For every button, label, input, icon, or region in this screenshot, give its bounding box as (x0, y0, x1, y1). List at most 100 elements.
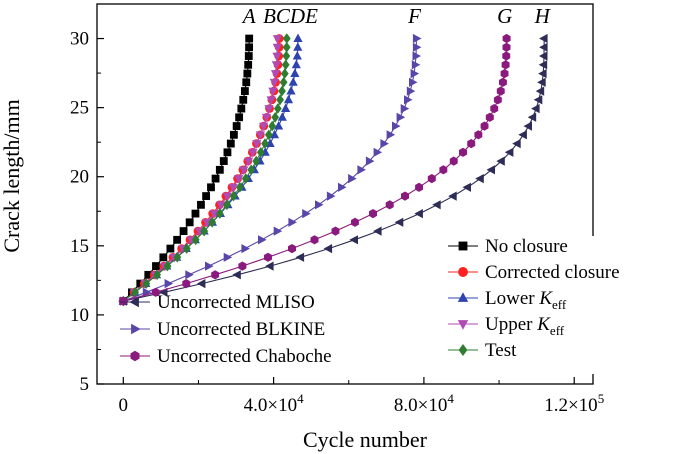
legend-entry: No closure (448, 236, 568, 257)
series-point (223, 199, 231, 211)
series-point (504, 147, 514, 157)
series-point (237, 104, 246, 113)
series-point (252, 140, 262, 149)
series-point (501, 60, 510, 70)
series-point (485, 112, 494, 122)
series-point (185, 218, 194, 227)
series-point (486, 165, 495, 175)
series-point (269, 129, 280, 139)
series-7 (119, 33, 511, 306)
y-tick-label: 5 (80, 374, 90, 395)
series-point (386, 130, 396, 140)
series-point (166, 244, 175, 253)
x-axis-ticks: 0 4.0×104 8.0×104 1.2×105 (119, 377, 604, 416)
series-point (291, 59, 301, 69)
series-point (152, 262, 160, 270)
series-point (255, 131, 265, 140)
series-point (247, 164, 256, 176)
series-point (295, 252, 305, 262)
series-point (415, 182, 423, 192)
series-4 (119, 33, 291, 307)
series-point (412, 42, 422, 52)
series-point (539, 51, 548, 61)
series-point (385, 200, 394, 210)
series-point (282, 33, 291, 44)
series-point (219, 157, 228, 165)
series-point (151, 287, 160, 297)
series-point (432, 200, 441, 210)
series-point (401, 191, 409, 201)
series-point (281, 103, 291, 112)
series-point (159, 253, 168, 262)
series-point (523, 121, 532, 131)
series-point (256, 147, 265, 158)
series-point (244, 60, 253, 69)
series-point (326, 191, 336, 201)
series-point (331, 226, 340, 236)
legend-marker (130, 350, 140, 362)
legend-label: Test (485, 340, 517, 361)
series-point (215, 165, 224, 174)
series-point (242, 78, 251, 87)
series-point (490, 104, 499, 114)
curve-letters: A BCDE F G H (241, 4, 552, 28)
series-point (261, 113, 272, 123)
y-tick-label: 20 (70, 167, 89, 188)
series-point (427, 174, 436, 184)
series-6 (119, 33, 422, 306)
series-point (215, 208, 224, 219)
series-point (211, 270, 220, 280)
legend-label: Lower Keff (485, 288, 567, 312)
series-point (271, 112, 280, 123)
legend-label: Uncorrected MLISO (157, 292, 315, 313)
series-point (351, 217, 359, 227)
series-point (538, 60, 548, 70)
series-point (406, 86, 416, 96)
series-point (459, 147, 467, 157)
series-point (173, 252, 182, 263)
series-point (412, 51, 421, 61)
y-tick-label: 30 (70, 29, 89, 50)
series-point (282, 50, 291, 62)
series-point (404, 95, 413, 105)
series-point (245, 43, 253, 52)
series-point (369, 209, 377, 219)
series-point (338, 182, 347, 192)
series-point (310, 235, 319, 245)
series-point (292, 51, 302, 60)
legend-entry: Upper Keff (448, 314, 565, 338)
series-point (293, 33, 303, 42)
series-point (288, 77, 298, 86)
y-axis-ticks: 5 10 15 20 25 30 (70, 3, 104, 395)
series-0 (119, 34, 254, 306)
series-point (209, 210, 219, 219)
series-point (365, 156, 375, 166)
series-point (216, 201, 226, 210)
series-point (271, 61, 281, 70)
series-point (248, 148, 258, 158)
series-point (493, 95, 502, 105)
series-point (191, 234, 200, 246)
series-point (537, 77, 546, 87)
series-point (238, 261, 247, 271)
series-point (392, 121, 401, 131)
series-point (281, 59, 290, 71)
series-point (496, 156, 505, 166)
series-point (239, 166, 249, 175)
legend-label: Uncorrected BLKINE (157, 319, 325, 340)
series-point (234, 175, 244, 184)
series-point (280, 68, 289, 79)
series-point (410, 69, 420, 79)
series-point (173, 235, 182, 244)
series-point (268, 120, 277, 132)
series-point (539, 33, 548, 44)
series-point (222, 192, 232, 202)
legend-entry: Uncorrected BLKINE (120, 319, 325, 340)
series-point (211, 174, 220, 183)
series-point (474, 130, 483, 140)
legend-label: Uncorrected Chaboche (157, 346, 332, 367)
legend-marker (457, 320, 469, 330)
y-tick-label: 15 (70, 236, 89, 257)
series-point (500, 69, 509, 79)
